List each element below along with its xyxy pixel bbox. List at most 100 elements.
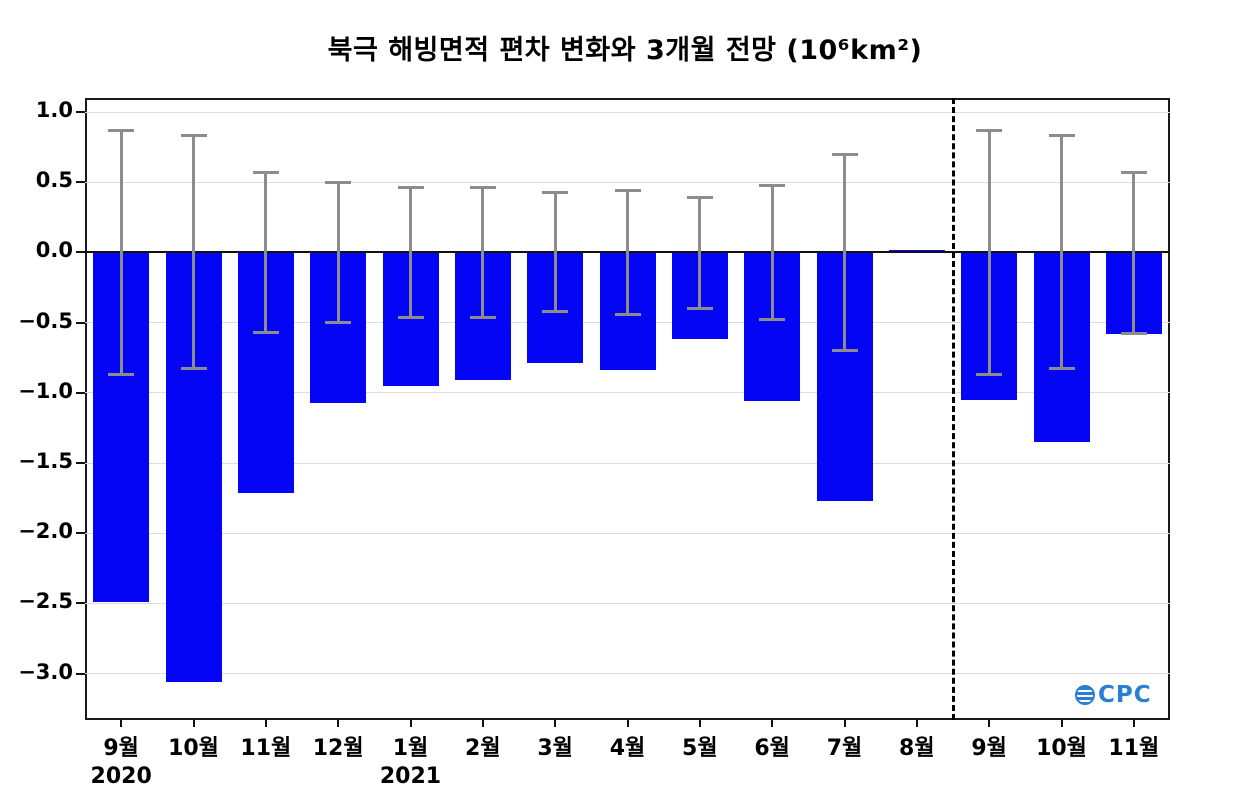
error-bar-line-2	[264, 172, 268, 333]
y-axis-tick-label: −0.5	[18, 308, 73, 333]
error-bar-cap-5-top	[469, 186, 496, 190]
y-axis-tick-label: −1.5	[18, 449, 73, 474]
error-bar-cap-8-top	[686, 196, 713, 200]
error-bar-line-3	[336, 182, 340, 323]
error-bar-cap-4-top	[397, 186, 424, 190]
gridline	[85, 462, 1170, 464]
y-axis-tick-mark	[76, 391, 85, 394]
error-bar-cap-2-top	[252, 170, 279, 174]
gridline	[85, 532, 1170, 534]
x-axis-tick-mark	[1132, 720, 1135, 727]
y-axis-tick-mark	[76, 321, 85, 324]
x-axis-label-1: 10월	[168, 736, 219, 761]
error-bar-line-6	[553, 192, 557, 312]
x-axis-tick-mark	[698, 720, 701, 727]
x-axis-tick-mark	[988, 720, 991, 727]
error-bar-cap-3-bottom	[325, 321, 352, 325]
error-bar-cap-14-bottom	[1120, 332, 1147, 336]
x-axis-label-11: 8월	[899, 736, 935, 761]
gridline	[85, 111, 1170, 113]
chart-title: 북극 해빙면적 편차 변화와 3개월 전망 (10⁶km²)	[327, 35, 923, 66]
y-axis-tick-label: −1.0	[18, 378, 73, 403]
y-axis-tick-label: −2.5	[18, 589, 73, 614]
y-axis-tick-mark	[76, 672, 85, 675]
error-bar-cap-13-bottom	[1048, 367, 1075, 371]
error-bar-cap-1-bottom	[180, 367, 207, 371]
error-bar-cap-7-top	[614, 189, 641, 193]
x-axis-label-9: 6월	[754, 736, 790, 761]
gridline	[85, 392, 1170, 394]
gridline	[85, 181, 1170, 183]
x-axis-label-6: 3월	[537, 736, 573, 761]
x-axis-tick-mark	[192, 720, 195, 727]
error-bar-cap-10-top	[831, 152, 858, 156]
x-axis-label-12: 9월	[971, 736, 1007, 761]
error-bar-cap-8-bottom	[686, 307, 713, 311]
error-bar-line-12	[987, 130, 991, 375]
year-label-2020: 2020	[90, 764, 152, 789]
y-axis-tick-mark	[76, 251, 85, 254]
x-axis-label-0: 9월	[103, 736, 139, 761]
cpc-logo: CPC	[1075, 682, 1152, 708]
error-bar-cap-13-top	[1048, 134, 1075, 138]
y-axis-tick-label: 1.0	[35, 98, 73, 123]
x-axis-label-2: 11월	[240, 736, 292, 761]
cpc-logo-text: CPC	[1098, 682, 1152, 708]
x-axis-label-3: 12월	[312, 736, 364, 761]
y-axis-tick-mark	[76, 111, 85, 114]
error-bar-cap-5-bottom	[469, 315, 496, 319]
error-bar-cap-0-bottom	[108, 373, 135, 377]
error-bar-cap-14-top	[1120, 170, 1147, 174]
error-bar-cap-2-bottom	[252, 330, 279, 334]
x-axis-label-14: 11월	[1108, 736, 1160, 761]
error-bar-line-13	[1060, 135, 1063, 369]
error-bar-line-8	[698, 197, 702, 309]
x-axis-tick-mark	[915, 720, 918, 727]
error-bar-line-4	[409, 187, 412, 318]
x-axis-label-5: 2월	[465, 736, 501, 761]
error-bar-cap-10-bottom	[831, 349, 858, 353]
y-axis-tick-label: −3.0	[18, 659, 73, 684]
error-bar-line-1	[192, 135, 195, 369]
year-label-2021: 2021	[379, 764, 442, 789]
x-axis-tick-mark	[481, 720, 484, 727]
x-axis-tick-mark	[409, 720, 412, 727]
error-bar-cap-7-bottom	[614, 312, 641, 316]
error-bar-line-10	[843, 154, 846, 351]
y-axis-tick-label: 0.0	[35, 238, 73, 263]
error-bar-line-5	[481, 187, 485, 318]
cpc-globe-icon	[1075, 685, 1095, 705]
y-axis-tick-mark	[76, 181, 85, 184]
x-axis-label-10: 7월	[826, 736, 863, 761]
error-bar-line-7	[626, 190, 629, 315]
x-axis-tick-mark	[264, 720, 267, 727]
error-bar-cap-12-top	[976, 128, 1003, 132]
x-axis-tick-mark	[337, 720, 340, 727]
error-bar-line-9	[770, 185, 774, 320]
error-bar-cap-9-bottom	[759, 318, 786, 322]
error-bar-cap-4-bottom	[397, 315, 424, 319]
y-axis-tick-label: 0.5	[35, 168, 73, 193]
x-axis-tick-mark	[554, 720, 557, 727]
error-bar-line-0	[119, 130, 123, 375]
x-axis-label-8: 5월	[682, 736, 718, 761]
error-bar-cap-12-bottom	[976, 373, 1003, 377]
x-axis-label-7: 4월	[609, 736, 646, 761]
x-axis-tick-mark	[843, 720, 846, 727]
y-axis-tick-mark	[76, 602, 85, 605]
error-bar-line-14	[1132, 172, 1136, 334]
error-bar-cap-6-top	[542, 190, 569, 194]
y-axis-tick-mark	[76, 532, 85, 535]
y-axis-tick-mark	[76, 462, 85, 465]
error-bar-cap-6-bottom	[542, 309, 569, 313]
x-axis-label-4: 1월	[392, 736, 429, 761]
error-bar-cap-1-top	[180, 134, 207, 138]
gridline	[85, 602, 1170, 604]
x-axis-tick-mark	[1060, 720, 1063, 727]
gridline	[85, 673, 1170, 675]
x-axis-tick-mark	[771, 720, 774, 727]
error-bar-cap-9-top	[759, 183, 786, 187]
x-axis-tick-mark	[120, 720, 123, 727]
forecast-divider-line	[951, 98, 955, 720]
